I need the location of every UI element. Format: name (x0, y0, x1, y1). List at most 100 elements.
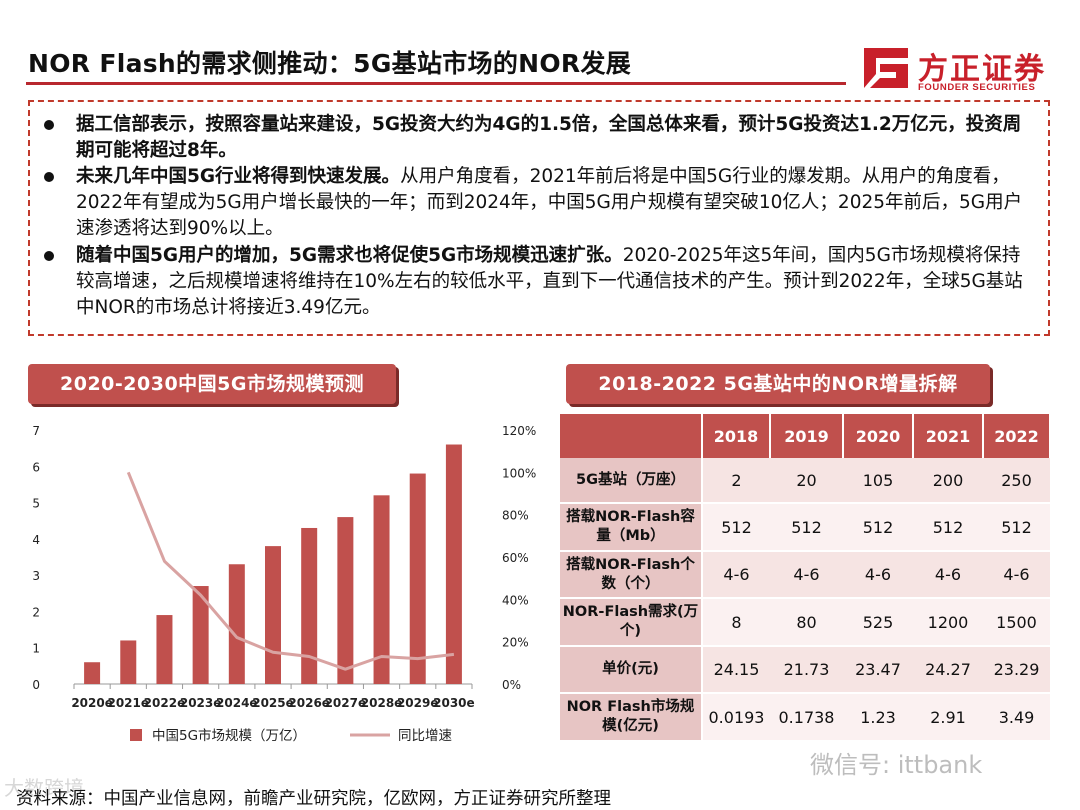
legend-bar-swatch (130, 729, 142, 741)
table-cell: 1500 (983, 598, 1050, 647)
y-left-tick-label: 6 (32, 460, 40, 474)
row-label: 5G基站（万座） (560, 458, 703, 504)
table-cell: 3.49 (983, 693, 1050, 742)
row-label: 搭载NOR-Flash个数（个） (560, 551, 703, 599)
bullet-3-text: 2020-2025年这5年间，国内5G市场规模将保持较高增速，之后规模增速将维持… (76, 245, 1023, 318)
legend-bar-label: 中国5G市场规模（万亿） (152, 727, 306, 744)
page-title: NOR Flash的需求侧推动：5G基站市场的NOR发展 (28, 49, 632, 78)
row-label: NOR Flash市场规模(亿元) (560, 693, 703, 742)
y-right-tick-label: 100% (502, 466, 536, 480)
table-header-2019: 2019 (770, 414, 844, 458)
table-row: NOR-Flash需求(万个) 8 80 525 1200 1500 (560, 598, 1050, 647)
bullet-dot-icon (44, 251, 54, 261)
y-left-tick-label: 4 (32, 533, 40, 547)
x-tick-label: 2029e (397, 696, 439, 710)
bar (301, 527, 318, 684)
x-tick-label: 2021e (107, 696, 149, 710)
y-left-tick-label: 2 (32, 605, 40, 619)
legend-line-label: 同比增速 (398, 728, 452, 744)
bar (373, 495, 390, 684)
y-left-tick-label: 7 (32, 424, 40, 438)
y-right-tick-label: 120% (502, 424, 536, 438)
x-tick-label: 2028e (361, 696, 403, 710)
bar (337, 517, 354, 684)
table-cell: 525 (843, 598, 913, 647)
y-left-tick-label: 0 (32, 678, 40, 692)
y-left-tick-label: 5 (32, 497, 40, 511)
bullet-2-bold: 未来几年中国5G行业将得到快速发展。 (76, 166, 401, 187)
x-tick-label: 2030e (433, 696, 475, 710)
table-cell: 4-6 (913, 551, 983, 599)
table-header-2021: 2021 (913, 414, 984, 458)
bullet-dot-icon (44, 120, 54, 130)
table-cell: 4-6 (843, 551, 913, 599)
row-label: NOR-Flash需求(万个) (560, 598, 703, 647)
title-underline (26, 82, 846, 85)
table-cell: 2.91 (913, 693, 983, 742)
market-size-chart: 0 1 2 3 4 5 6 7 0% 20% 40% 60% 80% 100% 120% 2020e2021e… (32, 424, 536, 744)
summary-bullet-1: 据工信部表示，按照容量站来建设，5G投资大约为4G的1.5倍，全国总体来看，预计… (44, 112, 1034, 164)
table-cell: 200 (913, 458, 983, 504)
summary-box: 据工信部表示，按照容量站来建设，5G投资大约为4G的1.5倍，全国总体来看，预计… (28, 100, 1050, 336)
table-cell: 0.1738 (770, 693, 843, 742)
growth-rate-line (126, 471, 455, 671)
x-tick-label: 2020e (71, 696, 113, 710)
y-left-tick-label: 3 (32, 569, 40, 583)
table-header-2018: 2018 (702, 414, 771, 458)
table-cell: 512 (843, 503, 913, 552)
row-label: 单价(元) (560, 646, 703, 694)
company-logo: 方正证券 FOUNDER SECURITIES (860, 30, 1060, 100)
table-cell: 512 (770, 503, 843, 552)
table-cell: 4-6 (702, 551, 770, 599)
table-cell: 20 (770, 458, 843, 504)
bullet-1-bold: 据工信部表示，按照容量站来建设，5G投资大约为4G的1.5倍，全国总体来看，预计… (76, 114, 1022, 161)
x-tick-label: 2022e (144, 696, 186, 710)
nor-breakdown-table: 2018 2019 2020 2021 2022 5G基站（万座） 2 20 1… (560, 414, 1051, 742)
table-cell: 1200 (913, 598, 983, 647)
y-right-tick-label: 80% (502, 509, 529, 523)
x-tick-label: 2027e (325, 696, 367, 710)
table-cell: 250 (983, 458, 1050, 504)
bar (156, 615, 173, 684)
y-right-tick-label: 0% (502, 678, 521, 692)
table-cell: 0.0193 (702, 693, 770, 742)
logo-text-cn: 方正证券 (918, 52, 1046, 87)
wechat-watermark: 微信号: ittbank (810, 751, 983, 779)
table-row: 搭载NOR-Flash容量（Mb） 512 512 512 512 512 (560, 503, 1050, 552)
x-tick-label: 2024e (216, 696, 258, 710)
table-header-corner (560, 414, 703, 458)
bar (409, 473, 426, 684)
source-footer: 资料来源：中国产业信息网，前瞻产业研究院，亿欧网，方正证券研究所整理 (0, 783, 1080, 810)
table-cell: 2 (702, 458, 770, 504)
table-cell: 21.73 (770, 646, 843, 694)
table-header-row: 2018 2019 2020 2021 2022 (560, 414, 1051, 458)
table-cell: 8 (702, 598, 770, 647)
table-row: 5G基站（万座） 2 20 105 200 250 (560, 458, 1050, 504)
bullet-dot-icon (44, 172, 54, 182)
bar (120, 640, 137, 684)
table-cell: 1.23 (843, 693, 913, 742)
y-right-tick-label: 20% (502, 636, 529, 650)
summary-bullet-2: 未来几年中国5G行业将得到快速发展。从用户角度看，2021年前后将是中国5G行业… (44, 164, 1034, 242)
bullet-3-bold: 随着中国5G用户的增加，5G需求也将促使5G市场规模迅速扩张。 (76, 245, 623, 266)
y-left-tick-label: 1 (32, 642, 40, 656)
source-text: 资料来源：中国产业信息网，前瞻产业研究院，亿欧网，方正证券研究所整理 (16, 789, 611, 809)
corner-watermark: 大数跨境 (4, 776, 84, 800)
bar (192, 586, 209, 684)
table-cell: 512 (913, 503, 983, 552)
x-tick-label: 2023e (180, 696, 222, 710)
table-cell: 105 (843, 458, 913, 504)
bar (445, 444, 462, 684)
x-tick-label: 2025e (252, 696, 294, 710)
table-row: 搭载NOR-Flash个数（个） 4-6 4-6 4-6 4-6 4-6 (560, 551, 1050, 599)
x-tick-label: 2026e (288, 696, 330, 710)
table-cell: 24.27 (913, 646, 983, 694)
table-panel-title: 2018-2022 5G基站中的NOR增量拆解 (566, 364, 990, 404)
y-right-tick-label: 40% (502, 593, 529, 607)
table-row: 单价(元) 24.15 21.73 23.47 24.27 23.29 (560, 646, 1050, 694)
bar (84, 662, 101, 684)
summary-bullet-3: 随着中国5G用户的增加，5G需求也将促使5G市场规模迅速扩张。2020-2025… (44, 243, 1034, 321)
table-cell: 80 (770, 598, 843, 647)
row-label: 搭载NOR-Flash容量（Mb） (560, 503, 703, 552)
logo-text-en: FOUNDER SECURITIES (918, 82, 1036, 93)
